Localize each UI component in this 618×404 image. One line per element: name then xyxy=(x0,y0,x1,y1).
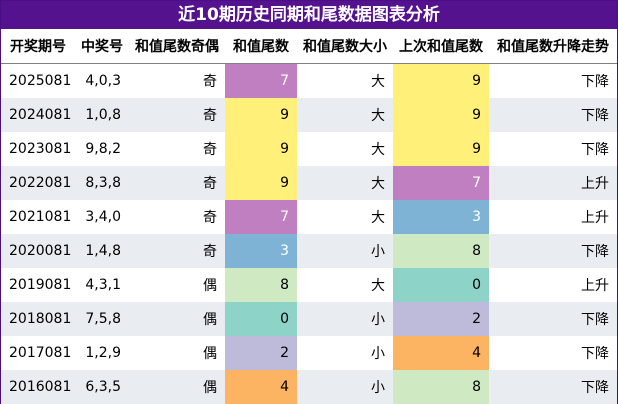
table-row: 2016081 6,3,5 偶 4 小 8 下降 xyxy=(1,369,617,404)
table-row: 2024081 1,0,8 奇 9 大 9 下降 xyxy=(1,97,617,132)
trend-cell: 下降 xyxy=(489,301,617,336)
issue-cell: 2019081 xyxy=(1,267,75,302)
numbers-cell: 7,5,8 xyxy=(75,301,129,336)
table-row: 2021081 3,4,0 奇 7 大 3 上升 xyxy=(1,199,617,234)
table-row: 2017081 1,2,9 偶 2 小 4 下降 xyxy=(1,335,617,370)
parity-cell: 奇 xyxy=(129,131,225,166)
prev-tail-cell: 3 xyxy=(393,199,489,234)
trend-cell: 下降 xyxy=(489,369,617,404)
size-cell: 大 xyxy=(297,63,393,98)
parity-cell: 偶 xyxy=(129,267,225,302)
issue-cell: 2018081 xyxy=(1,301,75,336)
table-row: 2023081 9,8,2 奇 9 大 9 下降 xyxy=(1,131,617,166)
tail-cell: 9 xyxy=(225,97,297,132)
parity-cell: 偶 xyxy=(129,335,225,370)
parity-cell: 偶 xyxy=(129,369,225,404)
prev-tail-cell: 9 xyxy=(393,131,489,166)
history-table: 开奖期号 中奖号 和值尾数奇偶 和值尾数 和值尾数大小 上次和值尾数 和值尾数升… xyxy=(1,29,617,404)
issue-cell: 2022081 xyxy=(1,165,75,200)
size-cell: 小 xyxy=(297,301,393,336)
issue-cell: 2016081 xyxy=(1,369,75,404)
numbers-cell: 6,3,5 xyxy=(75,369,129,404)
tail-cell: 3 xyxy=(225,233,297,268)
header-prev-tail: 上次和值尾数 xyxy=(393,29,489,64)
issue-cell: 2023081 xyxy=(1,131,75,166)
size-cell: 大 xyxy=(297,131,393,166)
prev-tail-cell: 2 xyxy=(393,301,489,336)
prev-tail-cell: 9 xyxy=(393,63,489,98)
table-row: 2019081 4,3,1 偶 8 大 0 上升 xyxy=(1,267,617,302)
trend-cell: 下降 xyxy=(489,97,617,132)
header-numbers: 中奖号 xyxy=(75,29,129,64)
parity-cell: 偶 xyxy=(129,301,225,336)
numbers-cell: 3,4,0 xyxy=(75,199,129,234)
trend-cell: 下降 xyxy=(489,131,617,166)
prev-tail-cell: 8 xyxy=(393,233,489,268)
size-cell: 大 xyxy=(297,97,393,132)
tail-cell: 4 xyxy=(225,369,297,404)
header-parity: 和值尾数奇偶 xyxy=(129,29,225,64)
trend-cell: 下降 xyxy=(489,63,617,98)
tail-cell: 9 xyxy=(225,165,297,200)
numbers-cell: 4,3,1 xyxy=(75,267,129,302)
parity-cell: 奇 xyxy=(129,199,225,234)
issue-cell: 2021081 xyxy=(1,199,75,234)
numbers-cell: 8,3,8 xyxy=(75,165,129,200)
prev-tail-cell: 0 xyxy=(393,267,489,302)
trend-cell: 上升 xyxy=(489,267,617,302)
tail-cell: 8 xyxy=(225,267,297,302)
numbers-cell: 9,8,2 xyxy=(75,131,129,166)
size-cell: 小 xyxy=(297,369,393,404)
header-tail: 和值尾数 xyxy=(225,29,297,64)
prev-tail-cell: 7 xyxy=(393,165,489,200)
numbers-cell: 4,0,3 xyxy=(75,63,129,98)
header-size: 和值尾数大小 xyxy=(297,29,393,64)
table-row: 2020081 1,4,8 奇 3 小 8 下降 xyxy=(1,233,617,268)
table-title: 近10期历史同期和尾数据图表分析 xyxy=(1,1,617,29)
table-row: 2025081 4,0,3 奇 7 大 9 下降 xyxy=(1,63,617,98)
numbers-cell: 1,0,8 xyxy=(75,97,129,132)
header-trend: 和值尾数升降走势 xyxy=(489,29,617,64)
size-cell: 小 xyxy=(297,335,393,370)
trend-cell: 下降 xyxy=(489,233,617,268)
size-cell: 大 xyxy=(297,267,393,302)
issue-cell: 2024081 xyxy=(1,97,75,132)
parity-cell: 奇 xyxy=(129,63,225,98)
size-cell: 大 xyxy=(297,199,393,234)
table-row: 2018081 7,5,8 偶 0 小 2 下降 xyxy=(1,301,617,336)
size-cell: 小 xyxy=(297,233,393,268)
size-cell: 大 xyxy=(297,165,393,200)
tail-cell: 7 xyxy=(225,199,297,234)
prev-tail-cell: 4 xyxy=(393,335,489,370)
issue-cell: 2020081 xyxy=(1,233,75,268)
table-body: 2025081 4,0,3 奇 7 大 9 下降 2024081 1,0,8 奇 9 大 9 下降 2023… xyxy=(1,63,617,404)
parity-cell: 奇 xyxy=(129,233,225,268)
numbers-cell: 1,2,9 xyxy=(75,335,129,370)
tail-cell: 2 xyxy=(225,335,297,370)
parity-cell: 奇 xyxy=(129,165,225,200)
issue-cell: 2017081 xyxy=(1,335,75,370)
header-row: 开奖期号 中奖号 和值尾数奇偶 和值尾数 和值尾数大小 上次和值尾数 和值尾数升… xyxy=(1,29,617,64)
tail-cell: 7 xyxy=(225,63,297,98)
tail-cell: 0 xyxy=(225,301,297,336)
numbers-cell: 1,4,8 xyxy=(75,233,129,268)
prev-tail-cell: 8 xyxy=(393,369,489,404)
parity-cell: 奇 xyxy=(129,97,225,132)
tail-cell: 9 xyxy=(225,131,297,166)
table-row: 2022081 8,3,8 奇 9 大 7 上升 xyxy=(1,165,617,200)
trend-cell: 上升 xyxy=(489,199,617,234)
trend-cell: 上升 xyxy=(489,165,617,200)
trend-cell: 下降 xyxy=(489,335,617,370)
prev-tail-cell: 9 xyxy=(393,97,489,132)
header-issue: 开奖期号 xyxy=(1,29,75,64)
issue-cell: 2025081 xyxy=(1,63,75,98)
